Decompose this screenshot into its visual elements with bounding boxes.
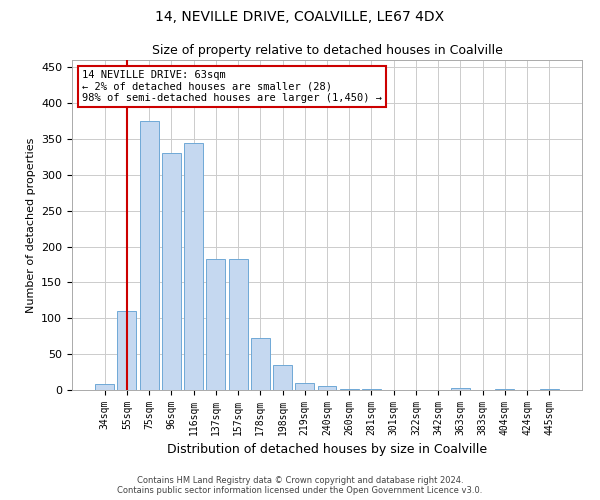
Bar: [118, 311, 136, 390]
Bar: [95, 384, 114, 390]
Bar: [496, 388, 514, 390]
Text: 14 NEVILLE DRIVE: 63sqm
← 2% of detached houses are smaller (28)
98% of semi-det: 14 NEVILLE DRIVE: 63sqm ← 2% of detached…: [82, 70, 382, 103]
Bar: [295, 383, 314, 390]
Bar: [273, 365, 292, 390]
Bar: [317, 386, 337, 390]
Bar: [162, 154, 181, 390]
Bar: [540, 388, 559, 390]
Bar: [451, 388, 470, 390]
Bar: [184, 142, 203, 390]
Bar: [206, 258, 225, 390]
Text: Contains HM Land Registry data © Crown copyright and database right 2024.
Contai: Contains HM Land Registry data © Crown c…: [118, 476, 482, 495]
Bar: [140, 121, 158, 390]
Title: Size of property relative to detached houses in Coalville: Size of property relative to detached ho…: [152, 44, 502, 58]
Bar: [229, 258, 248, 390]
Y-axis label: Number of detached properties: Number of detached properties: [26, 138, 35, 312]
Bar: [251, 338, 270, 390]
Text: 14, NEVILLE DRIVE, COALVILLE, LE67 4DX: 14, NEVILLE DRIVE, COALVILLE, LE67 4DX: [155, 10, 445, 24]
Bar: [340, 388, 359, 390]
X-axis label: Distribution of detached houses by size in Coalville: Distribution of detached houses by size …: [167, 444, 487, 456]
